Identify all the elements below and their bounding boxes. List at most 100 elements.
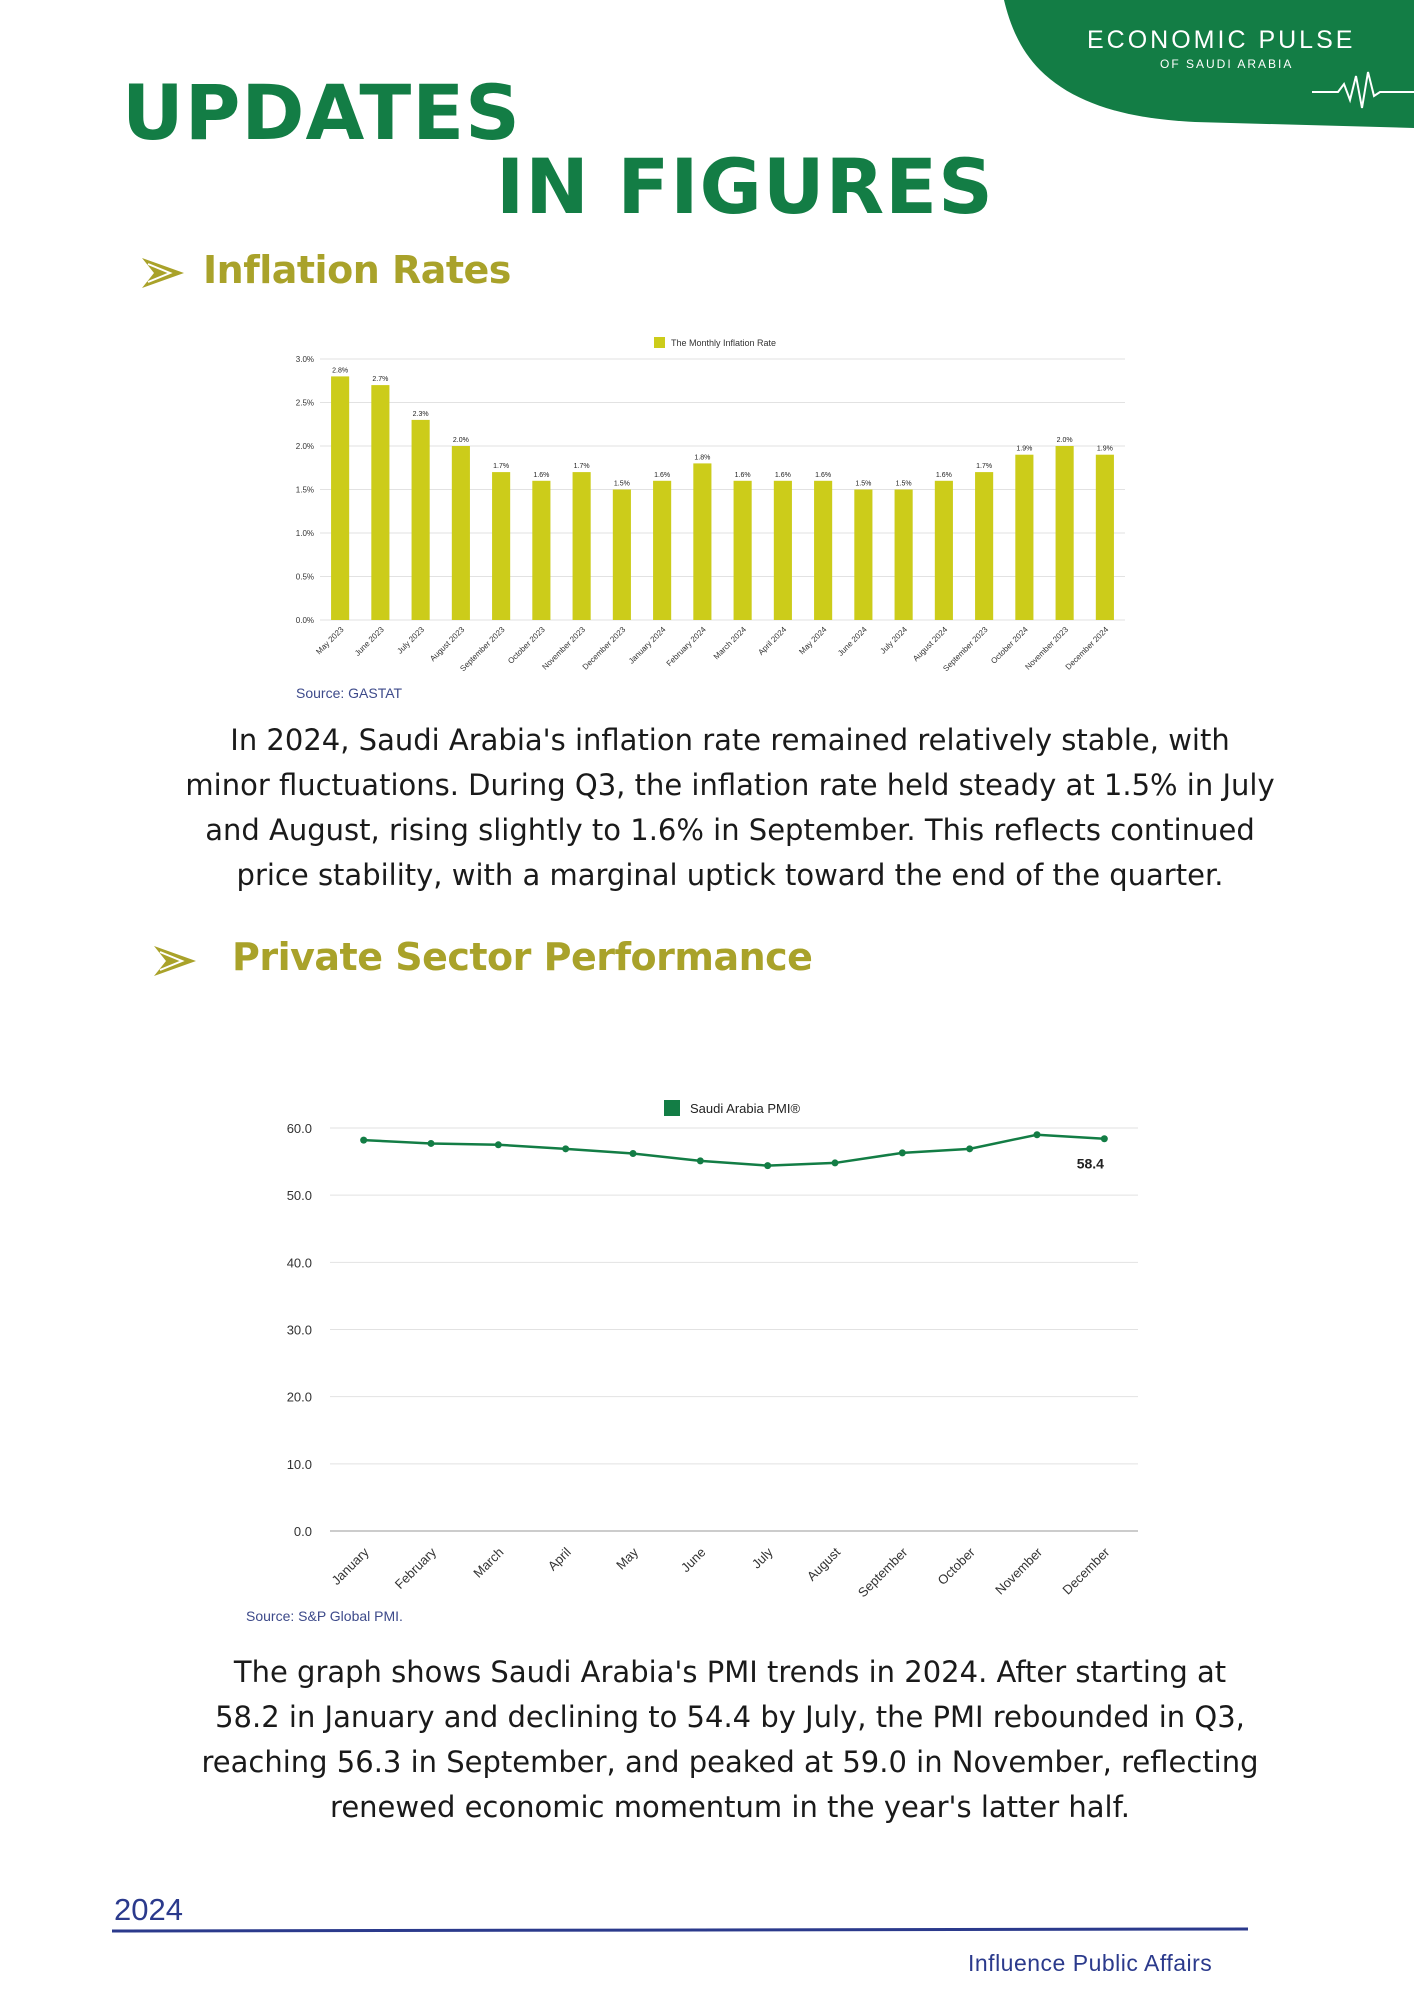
heartbeat-icon [1312,71,1414,109]
data-point [427,1139,435,1147]
bar [1055,446,1074,620]
section-title-inflation: Inflation Rates [203,248,511,292]
x-tick-label: April 2024 [756,625,788,657]
y-tick-label: 1.0% [296,529,314,538]
x-tick-label: February 2024 [665,625,709,669]
bar [1015,454,1034,620]
data-label: 2.3% [413,411,429,418]
bar [532,480,551,620]
data-label: 1.9% [1097,446,1113,453]
x-tick-label: December 2024 [1064,625,1111,672]
x-tick-label: April [545,1544,574,1573]
x-tick-label: July 2024 [878,625,909,656]
x-tick-label: November [992,1544,1045,1597]
data-label: 2.7% [372,376,388,383]
y-tick-label: 1.5% [296,486,314,495]
x-tick-label: August 2024 [911,625,950,664]
page-title-line2: IN FIGURES [496,142,994,231]
data-label: 1.7% [574,463,590,470]
data-label: 1.6% [735,472,751,479]
bar [411,419,430,620]
bar [975,472,994,620]
footer-org: Influence Public Affairs [968,1950,1213,1976]
data-label: 1.6% [936,472,952,479]
x-tick-label: July 2023 [395,625,426,656]
x-tick-label: May 2023 [314,625,346,657]
x-tick-label: May [613,1544,641,1572]
badge-shape [1004,0,1414,128]
x-tick-label: September [855,1544,911,1600]
y-tick-label: 2.0% [296,442,314,451]
legend-swatch [654,337,665,348]
data-label: 2.0% [1057,437,1073,444]
x-tick-label: July [749,1544,776,1571]
y-tick-label: 20.0 [287,1390,312,1405]
bar [814,480,833,620]
inflation-source: Source: GASTAT [296,685,403,701]
x-tick-label: February [392,1544,440,1592]
x-tick-label: December [1059,1544,1112,1597]
footer-year: 2024 [114,1892,183,1927]
x-tick-label: August [804,1544,843,1583]
data-point [562,1145,570,1153]
bar [733,480,752,620]
bar [653,480,672,620]
data-label: 1.6% [654,472,670,479]
x-tick-label: October 2024 [989,625,1030,666]
y-tick-label: 0.0 [294,1524,312,1539]
bar [572,472,591,620]
page-title-line1: UPDATES [122,68,521,157]
x-tick-label: January [328,1544,372,1588]
x-tick-label: January 2024 [627,625,668,666]
data-label: 1.7% [493,463,509,470]
pmi-paragraph: The graph shows Saudi Arabia's PMI trend… [201,1655,1259,1824]
data-label: 1.8% [694,454,710,461]
header-badge [1004,0,1414,128]
bar [934,480,953,620]
x-tick-label: October [934,1544,978,1588]
section-title-pmi: Private Sector Performance [232,935,813,979]
series-line [363,1133,1105,1167]
y-tick-label: 0.0% [296,616,314,625]
bar [1095,454,1114,620]
x-tick-label: June [678,1545,709,1576]
x-tick-label: March 2024 [712,625,749,662]
y-tick-label: 2.5% [296,399,314,408]
data-label: 1.6% [775,472,791,479]
data-point [1033,1131,1041,1139]
inflation-paragraph: In 2024, Saudi Arabia's inflation rate r… [185,723,1275,892]
data-label: 2.8% [332,367,348,374]
bar [854,489,873,620]
pmi-line-chart: 0.0 10.0 20.0 30.0 40.0 50.0 60.0 January Februa… [287,1100,1138,1600]
inflation-bar-chart: 0.0% 0.5% 1.0% 1.5% 2.0% 2.5% 3.0% 2.8% May 2023… [296,337,1125,673]
legend-label: The Monthly Inflation Rate [671,338,776,348]
chevron-right-icon [142,258,184,288]
bar [894,489,913,620]
badge-subtitle: OF SAUDI ARABIA [1160,57,1294,71]
x-tick-label: December 2023 [581,625,628,672]
y-tick-label: 3.0% [296,355,314,364]
bar [693,463,712,620]
data-label: 1.5% [855,481,871,488]
data-label: 1.5% [614,481,630,488]
footer-rule [112,1927,1248,1933]
data-point [966,1145,974,1153]
data-point [629,1150,637,1158]
legend-swatch [664,1100,680,1116]
data-point [764,1162,772,1170]
bar [612,489,631,620]
bar [451,446,470,620]
end-value-label: 58.4 [1077,1156,1104,1172]
y-tick-label: 40.0 [287,1255,312,1270]
data-point [1100,1135,1108,1143]
badge-title: ECONOMIC PULSE [1087,26,1356,54]
data-point [360,1136,368,1144]
data-label: 1.5% [896,481,912,488]
data-label: 1.7% [976,463,992,470]
data-label: 1.9% [1016,446,1032,453]
y-tick-label: 0.5% [296,573,314,582]
x-tick-label: October 2023 [506,625,547,666]
x-tick-label: June 2023 [353,625,386,658]
y-tick-label: 60.0 [287,1121,312,1136]
x-tick-label: August 2023 [428,625,467,664]
